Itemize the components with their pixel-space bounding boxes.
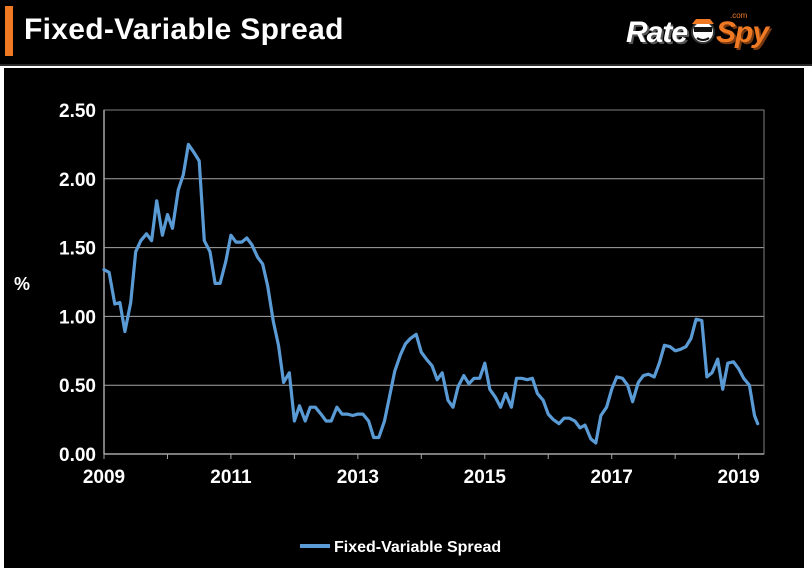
y-tick-label: 1.50 — [59, 239, 96, 260]
y-tick-label: 0.00 — [59, 445, 96, 466]
spy-mascot-icon — [691, 19, 715, 44]
x-tick-label: 2017 — [591, 467, 633, 488]
ratespy-logo: Rate Spy .com — [626, 12, 774, 54]
x-tick-label: 2009 — [83, 467, 125, 488]
x-tick-label: 2011 — [210, 467, 252, 488]
x-tick-label: 2015 — [464, 467, 507, 488]
header-bar: Fixed-Variable Spread Rate Spy .com — [0, 0, 812, 66]
y-tick-label: 2.00 — [59, 170, 96, 191]
y-axis-label: % — [14, 274, 30, 294]
y-tick-label: 1.00 — [59, 307, 96, 328]
plot-border — [103, 109, 765, 455]
y-tick-label: 0.50 — [59, 376, 96, 397]
legend-label: Fixed-Variable Spread — [334, 539, 501, 556]
line-chart: 0.00 0.50 1.00 1.50 2.00 2.50 2009 2011 2013 2015… — [14, 101, 765, 556]
y-tick-label: 2.50 — [59, 101, 96, 122]
page-title: Fixed-Variable Spread — [24, 13, 344, 46]
x-tick-label: 2013 — [337, 467, 379, 488]
logo-text-rate: Rate — [626, 16, 688, 49]
chart-legend: Fixed-Variable Spread — [300, 539, 501, 556]
logo-text-spy: Spy — [716, 16, 769, 49]
chart-area: 0.00 0.50 1.00 1.50 2.00 2.50 2009 2011 2013 2015… — [4, 68, 804, 568]
x-tick-label: 2019 — [717, 467, 759, 488]
title-accent-bar — [5, 6, 13, 56]
series-line-fixed-variable-spread — [102, 142, 760, 445]
logo-text-com: .com — [730, 11, 748, 20]
